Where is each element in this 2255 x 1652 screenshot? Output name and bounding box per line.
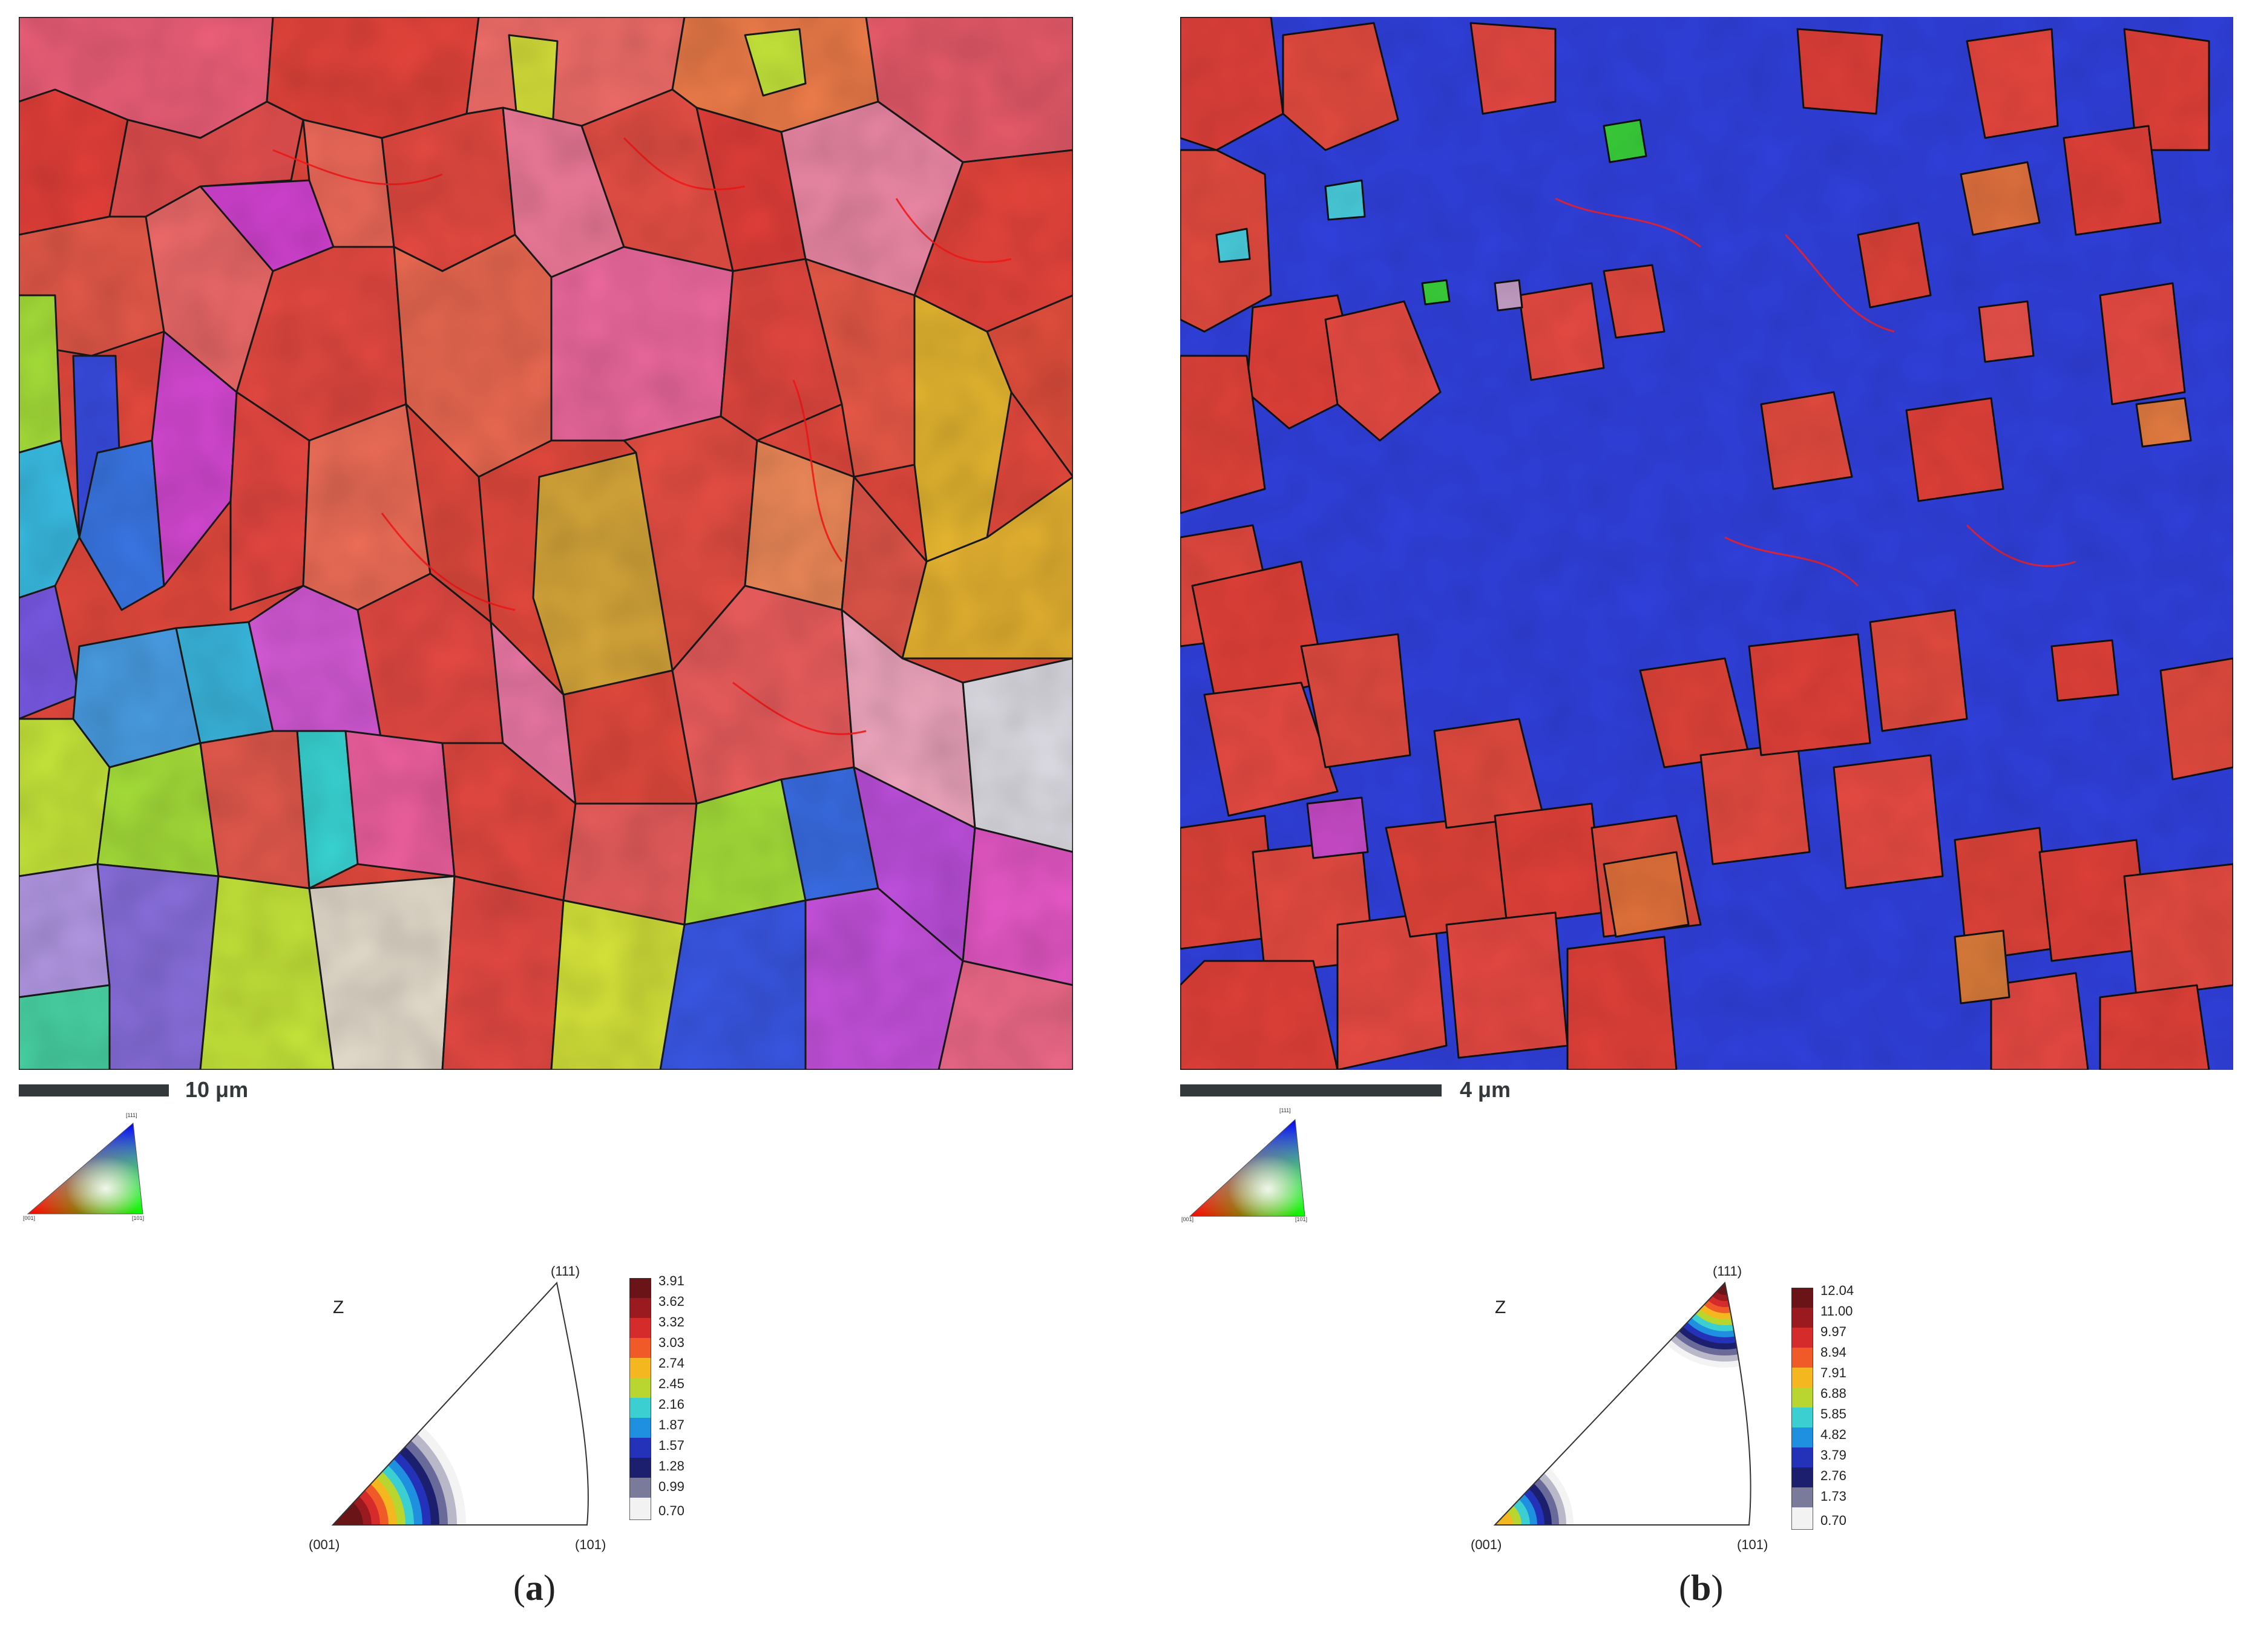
colorbar-tick: 0.70	[658, 1503, 684, 1518]
ipf-key-top-b: [111]	[1279, 1107, 1291, 1113]
ipf-color-key-b: [111] [001] [101]	[1180, 1101, 1313, 1222]
colorbar-tick: 12.04	[1820, 1283, 1854, 1298]
colorbar-tick: 0.70	[1820, 1513, 1846, 1528]
ipf-key-left-b: [001]	[1181, 1216, 1194, 1222]
scale-bar-label-a: 10 μm	[185, 1077, 249, 1102]
ebsd-map-b	[1180, 17, 2233, 1070]
colorbar-tick: 1.28	[658, 1458, 684, 1473]
ipf-key-right-b: [101]	[1295, 1216, 1308, 1222]
colorbar-tick: 2.45	[658, 1376, 684, 1391]
ipf-pole-101-b: (101)	[1737, 1537, 1768, 1552]
colorbar-b: 12.04 11.00 9.97 8.94 7.91 6.88 5.85 4.8…	[1791, 1283, 1864, 1530]
colorbar-tick: 3.03	[658, 1335, 684, 1350]
ipf-pole-001-b: (001)	[1471, 1537, 1502, 1552]
panel-label-b: (b)	[1679, 1568, 1724, 1608]
colorbar-tick: 1.87	[658, 1417, 684, 1432]
colorbar-tick: 7.91	[1820, 1365, 1846, 1380]
inverse-pole-figure-a: (111) (001) (101) Z	[297, 1247, 635, 1561]
inverse-pole-figure-b: (111) (001) (101) Z	[1459, 1247, 1797, 1561]
scale-bar-b	[1180, 1084, 1442, 1096]
ipf-key-right-a: [101]	[132, 1215, 145, 1221]
ipf-sample-axis-a: Z	[333, 1297, 344, 1317]
colorbar-tick: 1.57	[658, 1438, 684, 1453]
ebsd-map-a	[19, 17, 1073, 1070]
ipf-sample-axis-b: Z	[1495, 1297, 1506, 1317]
panel-label-a: (a)	[513, 1568, 556, 1608]
colorbar-tick: 3.62	[658, 1294, 684, 1309]
colorbar-tick: 2.76	[1820, 1468, 1846, 1483]
scale-bar-a	[19, 1084, 169, 1096]
ipf-color-key-a: [111] [001] [101]	[23, 1112, 150, 1221]
colorbar-tick: 6.88	[1820, 1386, 1846, 1401]
colorbar-tick: 8.94	[1820, 1345, 1846, 1360]
colorbar-tick: 3.79	[1820, 1447, 1846, 1463]
colorbar-tick: 2.74	[658, 1355, 684, 1371]
colorbar-tick: 4.82	[1820, 1427, 1846, 1442]
scale-bar-label-b: 4 μm	[1460, 1077, 1511, 1102]
colorbar-a: 3.91 3.62 3.32 3.03 2.74 2.45 2.16 1.87 …	[629, 1273, 702, 1521]
ipf-pole-111-a: (111)	[551, 1264, 580, 1279]
ipf-pole-111-b: (111)	[1713, 1264, 1742, 1279]
ipf-pole-001-a: (001)	[309, 1537, 340, 1552]
colorbar-tick: 9.97	[1820, 1324, 1846, 1339]
colorbar-tick: 3.91	[658, 1273, 684, 1288]
colorbar-tick: 3.32	[658, 1314, 684, 1329]
colorbar-tick: 5.85	[1820, 1406, 1846, 1421]
colorbar-tick: 2.16	[658, 1397, 684, 1412]
ipf-pole-101-a: (101)	[575, 1537, 606, 1552]
ipf-key-left-a: [001]	[23, 1215, 36, 1221]
colorbar-tick: 0.99	[658, 1479, 684, 1494]
ipf-key-top-a: [111]	[126, 1112, 137, 1118]
colorbar-tick: 1.73	[1820, 1489, 1846, 1504]
colorbar-tick: 11.00	[1820, 1303, 1853, 1319]
